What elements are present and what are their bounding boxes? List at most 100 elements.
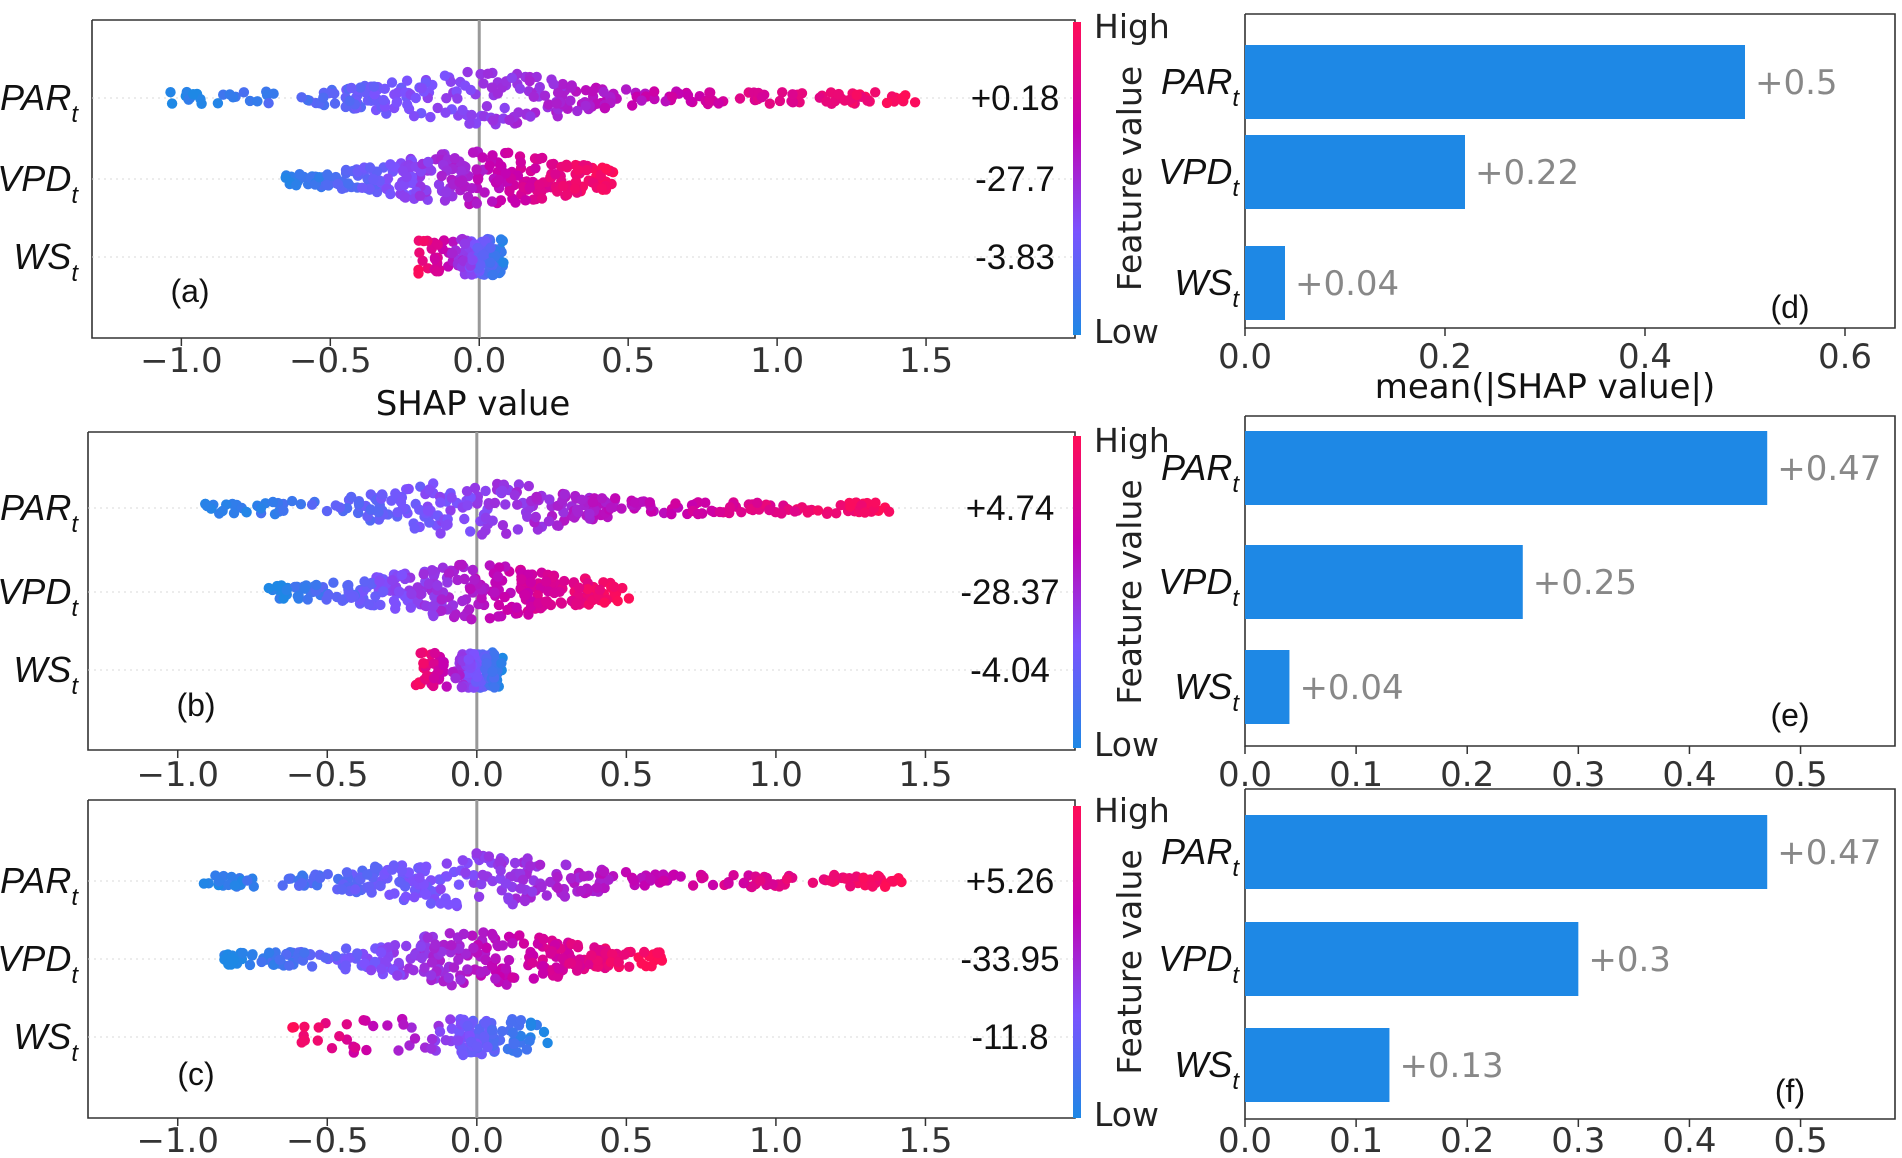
shap-dot: [406, 1022, 417, 1033]
shap-dot: [599, 597, 610, 608]
shap-dot: [484, 613, 496, 624]
shap-dot: [599, 882, 610, 894]
x-tick-label: 0.5: [1774, 1121, 1828, 1158]
feature-label: WSt: [1174, 262, 1240, 313]
shap-dot: [512, 499, 523, 510]
shap-dot: [578, 871, 590, 882]
shap-dot: [457, 104, 468, 116]
shap-dot: [565, 957, 577, 969]
shap-dot: [229, 880, 240, 891]
shap-dot: [415, 588, 426, 600]
feature-name: WS: [13, 1016, 71, 1057]
shap-dot: [312, 1035, 323, 1046]
bar-value-label: +0.13: [1399, 1046, 1503, 1086]
colorbar: [1073, 436, 1081, 748]
feature-subscript: t: [71, 101, 79, 128]
shap-dot: [639, 946, 650, 958]
bar: [1245, 1028, 1390, 1102]
shap-dot: [870, 87, 881, 98]
shap-dot: [503, 954, 515, 966]
shap-dot: [313, 1022, 324, 1033]
shap-dot: [619, 949, 630, 960]
shap-dot: [489, 649, 500, 660]
shap-dot: [558, 180, 569, 192]
shap-dot: [224, 89, 235, 100]
shap-dot: [501, 528, 512, 539]
shap-dot: [515, 883, 526, 894]
shap-dot: [707, 879, 719, 891]
shap-dot: [389, 888, 400, 899]
shap-dot: [476, 593, 487, 604]
shap-dot: [486, 928, 498, 940]
panel-label: (b): [176, 687, 215, 723]
shap-dot: [404, 1040, 415, 1051]
shap-dot: [517, 874, 529, 886]
shap-dot: [439, 70, 451, 81]
shap-dot: [454, 176, 465, 188]
shap-dot: [489, 497, 501, 509]
shap-dot: [616, 503, 627, 514]
shap-dot: [495, 234, 507, 245]
bar: [1245, 431, 1768, 505]
x-tick-label: −0.5: [289, 341, 372, 381]
panel-label: (e): [1770, 697, 1809, 733]
shap-dot: [443, 972, 454, 983]
shap-dot: [476, 879, 487, 890]
shap-dot: [569, 183, 581, 194]
shap-dot: [263, 947, 275, 958]
shap-dot: [314, 872, 326, 884]
x-tick-label: 1.0: [749, 755, 803, 795]
shap-dot: [385, 159, 396, 170]
shap-dot: [238, 87, 250, 98]
shap-dot: [603, 874, 614, 885]
shap-dot: [624, 961, 635, 972]
shap-dot: [432, 239, 443, 250]
colorbar-low-label: Low: [1094, 312, 1159, 351]
shap-dot: [432, 580, 443, 591]
shap-dot: [495, 865, 506, 876]
bar: [1245, 45, 1745, 119]
shap-dot: [515, 157, 526, 168]
shap-dot: [369, 89, 380, 100]
shap-dot: [587, 497, 598, 508]
shap-dot: [362, 869, 373, 880]
shap-dot: [551, 98, 562, 109]
shap-dot: [343, 579, 354, 591]
shap-dot: [477, 249, 489, 261]
x-tick-label: 1.5: [898, 755, 952, 795]
shap-dot: [845, 881, 856, 892]
shap-dot: [538, 933, 549, 945]
shap-dot: [831, 508, 842, 519]
shap-dot: [704, 87, 715, 98]
feature-subscript: t: [1232, 1068, 1240, 1095]
shap-dot: [565, 873, 577, 884]
shap-dot: [481, 101, 493, 112]
shap-dot: [428, 680, 439, 692]
shap-dot: [241, 506, 252, 518]
shap-dot: [692, 508, 704, 520]
shap-dot: [522, 511, 533, 522]
shap-dot: [505, 1017, 517, 1028]
shap-dot: [493, 174, 504, 186]
shap-dot: [406, 588, 417, 600]
bar-value-label: +0.25: [1533, 563, 1637, 603]
shap-dot: [601, 163, 612, 174]
shap-dot: [255, 503, 267, 514]
shap-dot: [446, 248, 458, 259]
shap-dot: [520, 195, 531, 206]
shap-dot: [573, 582, 585, 593]
dots-par: [165, 66, 921, 130]
shap-dot: [460, 867, 471, 878]
feature-name: PAR: [0, 487, 71, 528]
shap-dot: [410, 92, 421, 104]
shap-dot: [507, 972, 518, 983]
x-tick-label: 0.1: [1329, 1121, 1383, 1158]
shap-dot: [440, 107, 451, 118]
shap-dot: [387, 864, 398, 875]
shap-dot: [459, 238, 471, 249]
x-tick-label: 0.2: [1418, 337, 1472, 377]
shap-dot: [341, 867, 353, 878]
shap-dot: [244, 959, 256, 971]
feature-annotation: -33.95: [960, 940, 1059, 979]
